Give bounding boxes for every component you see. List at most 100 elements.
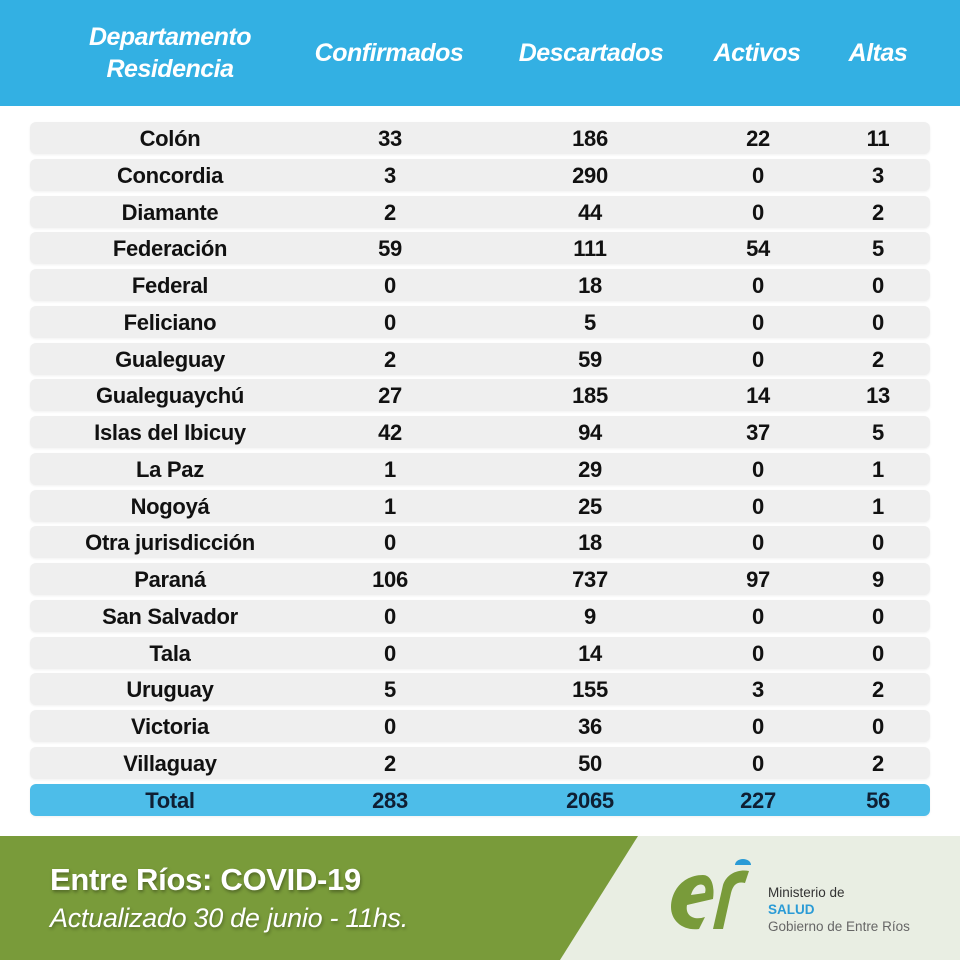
cell-confirmados: 59: [378, 236, 402, 262]
cell-activos: 0: [752, 714, 764, 739]
cell-departamento: La Paz: [136, 456, 204, 482]
cell-altas: 2: [872, 199, 884, 225]
er-logo-icon: [671, 859, 751, 930]
cell-confirmados: 106: [372, 567, 408, 592]
table-row: Gualeguay 2 59 0 2: [30, 342, 930, 375]
cell-confirmados: 0: [384, 530, 396, 556]
header-departamento-line1: Departamento: [88, 23, 252, 51]
cell-confirmados: 2: [384, 346, 396, 372]
cell-departamento: Concordia: [116, 162, 224, 188]
cell-departamento: Paraná: [134, 567, 206, 592]
cell-activos: 54: [746, 236, 770, 262]
cell-confirmados: 0: [384, 603, 396, 629]
cell-confirmados: 0: [384, 640, 396, 666]
cell-altas: 0: [872, 530, 884, 556]
cell-descartados: 155: [572, 677, 608, 703]
cell-descartados: 25: [578, 493, 602, 519]
cell-descartados: 59: [578, 346, 602, 372]
cell-altas: 0: [872, 309, 884, 335]
cell-activos: 22: [746, 126, 770, 151]
cell-departamento: Diamante: [121, 199, 219, 225]
total-descartados: 2065: [566, 787, 614, 813]
table-row: Victoria 0 36 0 0: [30, 710, 930, 742]
logo-line-gobierno: Gobierno de Entre Ríos: [768, 919, 910, 934]
cell-descartados: 18: [578, 530, 602, 556]
cell-descartados: 50: [578, 750, 602, 776]
cell-altas: 1: [872, 493, 884, 519]
cell-descartados: 36: [578, 714, 602, 739]
cell-confirmados: 2: [384, 199, 396, 225]
cell-altas: 0: [872, 273, 884, 298]
cell-departamento: Federación: [112, 236, 228, 262]
cell-activos: 0: [752, 309, 764, 335]
cell-descartados: 29: [578, 456, 602, 482]
table-row: Federal 0 18 0 0: [30, 269, 930, 301]
cell-altas: 13: [866, 383, 890, 409]
cell-departamento: Colón: [139, 126, 201, 151]
cell-descartados: 186: [572, 126, 608, 151]
cell-activos: 0: [752, 640, 764, 666]
cell-confirmados: 33: [378, 126, 402, 151]
table-row: La Paz 1 29 0 1: [30, 452, 930, 485]
cell-activos: 0: [752, 273, 764, 298]
cell-activos: 97: [746, 567, 770, 592]
cell-departamento: Villaguay: [123, 750, 217, 776]
table-row: San Salvador 0 9 0 0: [30, 599, 930, 632]
cell-activos: 0: [752, 162, 764, 188]
header-departamento-line2: Residencia: [106, 55, 234, 83]
table-row: Paraná 106 737 97 9: [30, 563, 930, 595]
header-departamento: Departamento Residencia: [40, 0, 300, 106]
cell-altas: 0: [872, 714, 884, 739]
logo-line-salud: SALUD: [768, 902, 815, 917]
cell-departamento: San Salvador: [102, 603, 238, 629]
table-row: Concordia 3 290 0 3: [30, 158, 930, 191]
table-row: Nogoyá 1 25 0 1: [30, 489, 930, 522]
cell-confirmados: 5: [384, 677, 396, 703]
cell-activos: 37: [746, 420, 770, 445]
cell-altas: 5: [872, 236, 884, 262]
cell-descartados: 185: [572, 383, 608, 409]
cell-activos: 0: [752, 530, 764, 556]
cell-confirmados: 3: [384, 162, 396, 188]
cell-confirmados: 0: [384, 309, 396, 335]
cell-departamento: Federal: [131, 273, 209, 298]
footer-subtitle: Actualizado 30 de junio - 11hs.: [50, 903, 408, 933]
cell-activos: 0: [752, 603, 764, 629]
cell-confirmados: 1: [384, 456, 396, 482]
table-row: Diamante 2 44 0 2: [30, 195, 930, 228]
cell-altas: 1: [872, 456, 884, 482]
cell-confirmados: 27: [378, 383, 402, 409]
footer-logo-panel: [560, 836, 960, 960]
header-confirmados: Confirmados: [314, 39, 464, 67]
cell-confirmados: 2: [384, 750, 396, 776]
cell-departamento: Nogoyá: [130, 493, 210, 519]
total-altas: 56: [866, 787, 890, 813]
table-row: Colón 33 186 22 11: [30, 122, 930, 154]
cell-descartados: 44: [578, 199, 602, 225]
cell-confirmados: 0: [384, 714, 396, 739]
cell-departamento: Otra jurisdicción: [85, 530, 255, 556]
cell-activos: 0: [752, 750, 764, 776]
table-row: Federación 59 111 54 5: [30, 232, 930, 265]
cell-activos: 0: [752, 346, 764, 372]
cell-descartados: 14: [578, 640, 602, 666]
cell-descartados: 290: [572, 162, 608, 188]
cell-activos: 0: [752, 456, 764, 482]
cell-altas: 5: [872, 420, 884, 445]
cell-activos: 3: [752, 677, 764, 703]
cell-descartados: 94: [578, 420, 602, 445]
cell-activos: 14: [746, 383, 770, 409]
cell-departamento: Gualeguay: [115, 346, 225, 372]
cell-descartados: 737: [572, 567, 608, 592]
cell-descartados: 111: [573, 236, 607, 262]
cell-departamento: Uruguay: [126, 677, 214, 703]
header-activos: Activos: [713, 39, 801, 67]
cell-departamento: Islas del Ibicuy: [94, 420, 246, 445]
cell-altas: 2: [872, 677, 884, 703]
table-row: Otra jurisdicción 0 18 0 0: [30, 526, 930, 559]
table-row: Islas del Ibicuy 42 94 37 5: [30, 416, 930, 448]
table-row: Tala 0 14 0 0: [30, 636, 930, 669]
cell-altas: 2: [872, 346, 884, 372]
cell-activos: 0: [752, 493, 764, 519]
header-descartados: Descartados: [518, 39, 664, 67]
